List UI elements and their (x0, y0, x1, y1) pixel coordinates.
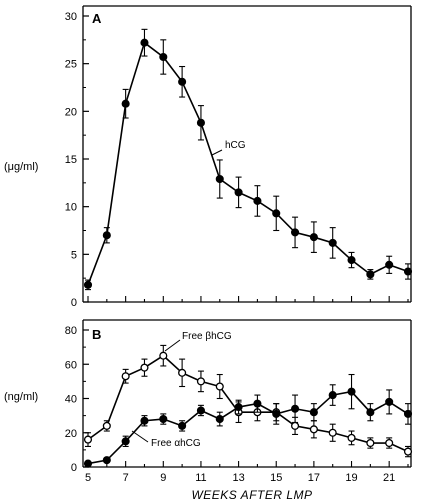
data-point (215, 174, 224, 184)
series-line (87, 41, 409, 286)
series-label-leader (164, 339, 181, 352)
data-point (309, 233, 318, 242)
series-label-leader (211, 149, 223, 156)
data-point (140, 363, 149, 372)
data-point (253, 196, 262, 205)
data-point (215, 414, 224, 424)
series-line (87, 354, 409, 453)
data-point (178, 368, 187, 377)
data-point (178, 77, 187, 86)
data-point (215, 382, 224, 391)
data-point (121, 99, 130, 108)
data-point (140, 38, 149, 47)
x-tick-label: 15 (270, 472, 282, 484)
series-label: hCG (225, 140, 246, 151)
data-point (272, 409, 281, 418)
data-point (403, 447, 413, 456)
panel-letter: A (92, 11, 102, 26)
data-point (403, 267, 413, 276)
y-tick-label: 60 (65, 359, 77, 371)
series-label: Free αhCG (151, 438, 201, 449)
data-point (83, 280, 93, 289)
data-point (291, 404, 300, 413)
data-point (196, 406, 205, 415)
data-point (347, 387, 356, 396)
y-axis-label: (μg/ml) (4, 161, 38, 173)
data-point (385, 260, 394, 269)
data-point (234, 403, 243, 412)
data-point (385, 438, 394, 448)
panel-a: 0 5 10 15 20 25 30 A (μg/ml) hCG (4, 5, 413, 309)
data-point (347, 433, 356, 442)
y-tick-label: 0 (71, 462, 77, 474)
x-tick-label: 21 (383, 472, 395, 484)
data-point (403, 409, 413, 418)
data-point (291, 421, 300, 430)
series-hcg: hCG (83, 28, 413, 291)
x-tick-label: 19 (345, 472, 357, 484)
data-point (140, 416, 149, 425)
data-point (347, 256, 356, 265)
axis-frame (82, 5, 412, 303)
y-tick-label: 5 (71, 249, 77, 261)
data-point (366, 270, 375, 279)
data-point (121, 437, 130, 446)
data-point (83, 459, 93, 468)
y-tick-label: 30 (65, 11, 77, 23)
data-point (196, 118, 205, 127)
data-point (234, 188, 243, 197)
data-point (253, 399, 262, 408)
series-label-leader (131, 430, 149, 443)
series-free-hcg: Free βhCG (83, 331, 413, 458)
y-tick-label: 20 (65, 428, 77, 440)
data-point (196, 377, 205, 386)
data-point (83, 435, 93, 444)
data-point (159, 414, 168, 424)
x-tick-label: 7 (123, 472, 129, 484)
data-point (159, 351, 168, 360)
series-label: Free βhCG (182, 331, 232, 342)
x-tick-label: 13 (232, 472, 244, 484)
y-axis-label: (ng/ml) (4, 391, 38, 403)
x-tick-label: 9 (160, 472, 166, 484)
data-point (102, 421, 111, 430)
data-point (102, 231, 111, 240)
y-tick-label: 40 (65, 394, 77, 406)
axis-frame (82, 319, 412, 468)
data-point (328, 391, 337, 400)
data-point (328, 238, 337, 247)
data-point (159, 52, 168, 62)
data-point (385, 397, 394, 406)
y-tick-label: 20 (65, 106, 77, 118)
x-tick-label: 17 (308, 472, 320, 484)
x-tick-label: 5 (85, 472, 91, 484)
data-point (366, 438, 375, 448)
data-point (272, 209, 281, 218)
panel-b: 0 20 40 60 80 5 7 9 11 13 15 17 19 21 B (ng/ml) WEEKS AF… (4, 319, 413, 502)
series-line (87, 390, 409, 465)
x-tick-label: 11 (195, 472, 206, 484)
y-tick-label: 0 (71, 297, 77, 309)
data-point (366, 408, 375, 417)
data-point (291, 228, 300, 237)
data-point (309, 425, 318, 434)
y-tick-label: 10 (65, 202, 77, 214)
series-free-hcg: Free αhCG (83, 373, 413, 468)
data-point (121, 372, 130, 381)
data-point (102, 456, 111, 465)
data-point (178, 421, 187, 430)
data-point (309, 408, 318, 417)
y-tick-label: 15 (65, 154, 77, 166)
x-axis-label: WEEKS AFTER LMP (191, 488, 312, 502)
panel-letter: B (92, 327, 101, 342)
y-tick-label: 25 (65, 59, 77, 71)
data-point (328, 428, 337, 437)
y-tick-label: 80 (65, 325, 77, 337)
